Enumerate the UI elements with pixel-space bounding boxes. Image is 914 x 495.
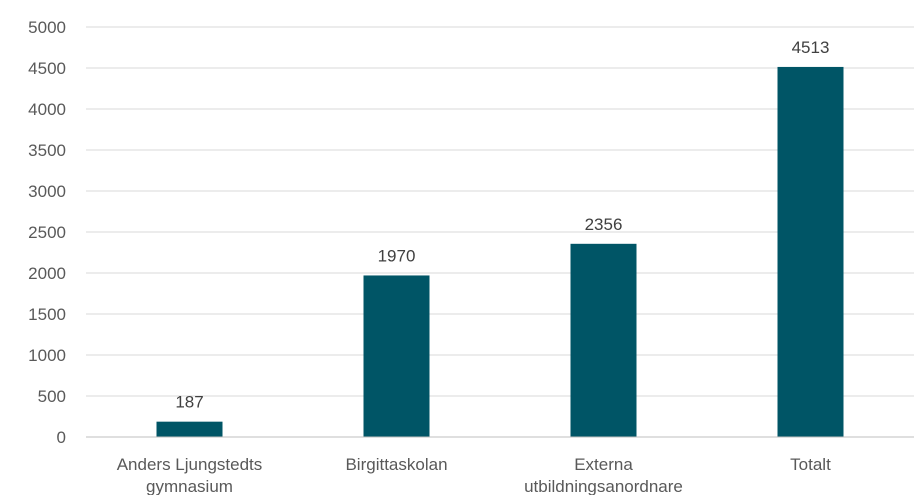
y-tick-label: 1500 xyxy=(28,305,66,324)
data-label: 187 xyxy=(175,393,203,412)
y-tick-label: 4500 xyxy=(28,59,66,78)
category-label: Anders Ljungstedts xyxy=(117,455,263,474)
y-tick-label: 0 xyxy=(57,428,66,447)
y-tick-label: 5000 xyxy=(28,18,66,37)
data-label: 4513 xyxy=(792,38,830,57)
data-label: 1970 xyxy=(378,246,416,265)
category-label: Externa xyxy=(574,455,633,474)
bar xyxy=(570,243,637,437)
y-tick-label: 2000 xyxy=(28,264,66,283)
bars xyxy=(156,66,844,438)
data-label: 2356 xyxy=(585,215,623,234)
y-tick-label: 500 xyxy=(38,387,66,406)
y-tick-label: 1000 xyxy=(28,346,66,365)
bar xyxy=(777,66,844,438)
y-tick-label: 3500 xyxy=(28,141,66,160)
category-label: Totalt xyxy=(790,455,831,474)
category-label: utbildningsanordnare xyxy=(524,477,683,495)
bar xyxy=(363,275,430,437)
category-labels: Anders Ljungstedts gymnasium Birgittaskola… xyxy=(117,455,831,495)
category-label: Birgittaskolan xyxy=(345,455,447,474)
y-tick-label: 4000 xyxy=(28,100,66,119)
category-label: gymnasium xyxy=(146,477,233,495)
y-axis-ticks: 0 500 1000 1500 2000 2500 3000 3500 4000 4500 5000 xyxy=(28,18,66,447)
data-labels: 187 1970 2356 4513 xyxy=(175,38,829,412)
gridlines xyxy=(86,26,914,397)
bar xyxy=(156,421,223,437)
y-tick-label: 3000 xyxy=(28,182,66,201)
y-tick-label: 2500 xyxy=(28,223,66,242)
